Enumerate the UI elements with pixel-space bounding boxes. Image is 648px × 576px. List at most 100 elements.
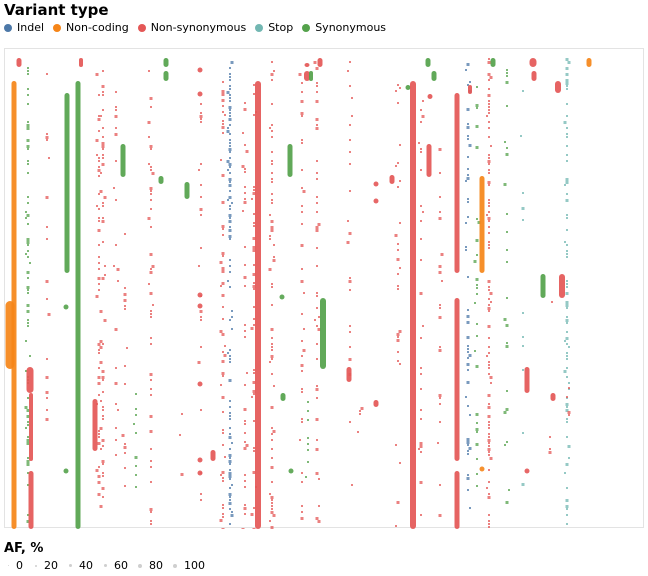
variant-dot [506,231,508,233]
variant-dot [198,265,200,267]
variant-dot [115,91,117,93]
variant-dot [222,81,224,83]
variant-dot [228,106,232,109]
variant-dot [26,271,30,274]
variant-dot [200,319,202,321]
variant-dot [27,397,29,399]
legend-item-non-synonymous[interactable]: Non-synonymous [137,21,246,34]
legend-item-stop[interactable]: Stop [255,21,293,34]
plot-area[interactable] [4,48,644,529]
variant-dot [439,484,441,486]
variant-dot [301,313,303,315]
variant-dot [566,283,568,285]
variant-dot [63,468,69,474]
variant-dot [244,504,246,506]
variant-dot [359,410,361,412]
variant-dot [199,310,203,313]
variant-dot [567,445,571,448]
variant-dot [102,70,104,72]
variant-dot [149,187,153,190]
variant-dot [487,415,491,418]
variant-dot [46,133,48,135]
variant-dot [222,504,224,506]
variant-dot [26,127,30,130]
variant-dot [222,480,224,482]
variant-dot [102,109,104,111]
variant-dot [222,444,224,446]
variant-cluster [163,71,169,81]
variant-dot [271,508,273,510]
legend-label: Non-coding [66,21,129,34]
size-label: 20 [44,559,58,572]
variant-dot [349,61,351,63]
variant-dot [506,249,508,251]
scatter-plot [5,58,592,529]
variant-dot [271,427,273,429]
variant-dot [222,111,224,113]
variant-dot [488,169,490,171]
variant-dot [222,120,224,122]
variant-dot [27,514,29,516]
variant-dot [222,318,224,320]
variant-cluster [410,81,416,529]
variant-dot [300,280,304,283]
variant-dot [200,184,202,186]
variant-dot [46,238,48,240]
variant-dot [487,181,491,184]
variant-dot [27,457,29,459]
variant-dot [228,229,232,232]
size-dot-icon [138,563,142,568]
variant-dot [487,406,491,409]
variant-dot [200,346,202,348]
variant-cluster [540,274,546,298]
variant-dot [97,343,101,346]
variant-dot [101,277,105,280]
variant-dot [487,217,491,220]
variant-dot [228,379,232,382]
variant-dot [476,485,478,487]
variant-dot [467,345,469,347]
variant-dot [467,135,469,137]
variant-dot [229,79,231,81]
legend-item-synonymous[interactable]: Synonymous [302,21,386,34]
variant-dot [349,124,351,126]
variant-dot [26,241,30,244]
variant-dot [124,308,126,310]
variant-dot [98,193,100,195]
variant-dot [229,478,231,480]
variant-dot [150,226,152,228]
variant-dot [229,172,231,174]
variant-dot [349,421,351,423]
variant-dot [271,286,273,288]
variant-dot [566,133,568,135]
variant-dot [487,160,491,163]
variant-dot [226,91,230,94]
variant-dot [221,372,225,375]
variant-dot [228,235,232,238]
variant-dot [487,325,491,328]
variant-dot [566,367,568,369]
variant-dot [522,90,524,92]
variant-dot [221,252,225,255]
variant-dot [270,511,274,514]
variant-dot [98,130,100,132]
variant-dot [103,319,107,322]
variant-dot [438,514,442,517]
size-legend: 0 20 40 60 80 100 [4,559,215,572]
variant-dot [46,226,48,228]
variant-dot [474,302,476,304]
variant-dot [314,319,316,321]
legend-item-non-coding[interactable]: Non-coding [53,21,129,34]
variant-dot [229,73,231,75]
variant-dot [98,256,100,258]
variant-dot [149,508,153,511]
variant-cluster [158,176,164,184]
variant-dot [318,316,320,318]
variant-dot [476,287,478,289]
size-legend-title: AF, % [4,541,44,556]
variant-dot [97,277,101,280]
legend-item-indel[interactable]: Indel [4,21,44,34]
variant-dot [253,420,255,422]
variant-dot [475,365,479,368]
variant-dot [568,414,570,416]
